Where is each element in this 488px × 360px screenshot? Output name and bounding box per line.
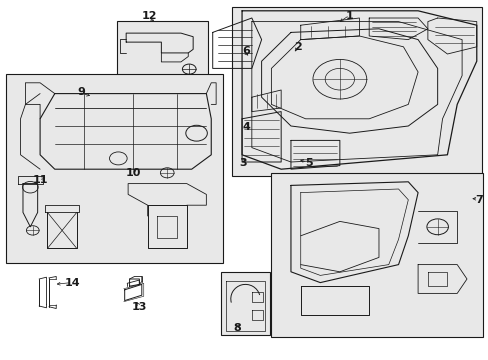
Text: 3: 3 bbox=[239, 158, 246, 168]
FancyBboxPatch shape bbox=[271, 173, 482, 337]
FancyBboxPatch shape bbox=[232, 7, 481, 176]
Text: 4: 4 bbox=[242, 122, 249, 132]
FancyBboxPatch shape bbox=[117, 21, 207, 84]
Text: 6: 6 bbox=[242, 46, 249, 56]
Text: 8: 8 bbox=[233, 323, 241, 333]
Text: 2: 2 bbox=[294, 42, 302, 52]
Text: 14: 14 bbox=[64, 278, 80, 288]
FancyBboxPatch shape bbox=[221, 272, 269, 335]
Text: 9: 9 bbox=[77, 87, 85, 97]
Text: 13: 13 bbox=[131, 302, 147, 312]
Text: 12: 12 bbox=[141, 11, 157, 21]
Text: 5: 5 bbox=[305, 158, 312, 168]
FancyBboxPatch shape bbox=[6, 74, 223, 263]
Text: 11: 11 bbox=[32, 175, 48, 185]
Text: 1: 1 bbox=[345, 11, 353, 21]
Text: 10: 10 bbox=[125, 168, 141, 178]
Text: 7: 7 bbox=[474, 195, 482, 205]
